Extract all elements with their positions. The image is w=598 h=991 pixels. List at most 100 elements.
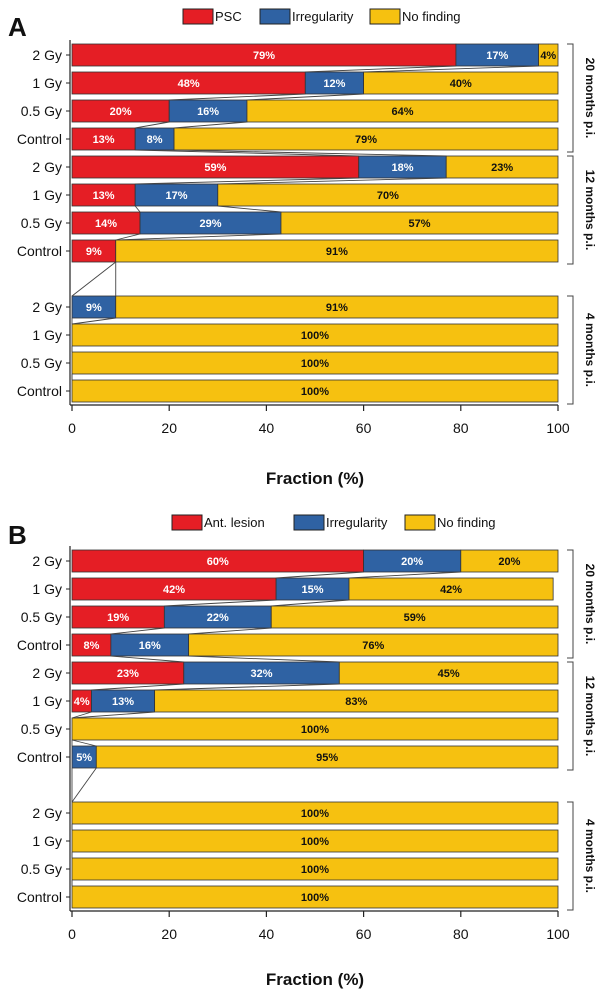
bar-segment (71, 323, 559, 347)
connector-line (271, 599, 350, 607)
bar-group: 2 Gy 79% 17% 4% 1 Gy 48% 12% 40% 0.5 Gy 20% 16% 64%… (17, 43, 559, 151)
data-label: 18% (391, 162, 413, 174)
panel-letter: A (8, 12, 27, 42)
bar-segment (95, 745, 559, 769)
data-label: 16% (139, 640, 161, 652)
connector-line (217, 205, 282, 213)
group-bracket (567, 661, 574, 771)
x-tick-label: 20 (161, 926, 177, 942)
connector-line (135, 121, 170, 129)
data-label: 9% (86, 246, 102, 258)
data-label: 23% (491, 162, 513, 174)
data-label: 8% (83, 640, 99, 652)
connector-line (305, 65, 456, 73)
data-label: 64% (391, 106, 413, 118)
data-label: 14% (95, 218, 117, 230)
data-label: 100% (301, 892, 329, 904)
data-label: 20% (498, 556, 520, 568)
legend-swatch (182, 8, 214, 25)
data-label: 100% (301, 386, 329, 398)
legend-swatch (259, 8, 291, 25)
connector-line (71, 767, 97, 803)
data-label: 95% (316, 752, 338, 764)
data-label: 70% (377, 190, 399, 202)
legend-entry: No finding (404, 514, 496, 531)
connector-line (154, 683, 340, 691)
group-bracket (567, 801, 574, 911)
category-label: Control (17, 383, 62, 399)
category-label: 2 Gy (32, 159, 62, 175)
category-label: 1 Gy (32, 581, 62, 597)
data-label: 100% (301, 724, 329, 736)
data-label: 91% (326, 246, 348, 258)
data-label: 15% (302, 584, 324, 596)
data-label: 9% (86, 302, 102, 314)
data-label: 20% (110, 106, 132, 118)
data-label: 60% (207, 556, 229, 568)
connector-line (363, 65, 539, 73)
group-bracket (567, 549, 574, 659)
group-label: 20 months p.i. (583, 58, 597, 139)
category-label: 1 Gy (32, 187, 62, 203)
x-tick-label: 0 (68, 926, 76, 942)
panel-letter: B (8, 520, 27, 550)
category-label: 1 Gy (32, 693, 62, 709)
category-label: Control (17, 637, 62, 653)
x-tick-label: 20 (161, 420, 177, 436)
category-label: 0.5 Gy (21, 861, 62, 877)
connector-line (71, 711, 155, 719)
data-label: 17% (486, 50, 508, 62)
group-label: 4 months p.i. (583, 313, 597, 387)
bar-segment (71, 801, 559, 825)
connector-line (115, 233, 141, 241)
connector-line (246, 93, 364, 101)
bar-segment (115, 295, 559, 319)
category-label: Control (17, 889, 62, 905)
data-label: 29% (199, 218, 221, 230)
bar-segment (246, 99, 559, 123)
bar-segment (270, 605, 559, 629)
data-label: 59% (404, 612, 426, 624)
category-label: 2 Gy (32, 553, 62, 569)
bar-segment (154, 689, 559, 713)
connector-line (115, 233, 281, 241)
data-label: 79% (253, 50, 275, 62)
data-label: 76% (362, 640, 384, 652)
connector-line (169, 93, 306, 101)
data-label: 8% (147, 134, 163, 146)
category-label: 1 Gy (32, 75, 62, 91)
x-axis-title: Fraction (%) (266, 970, 364, 989)
connector-line (188, 655, 340, 663)
data-label: 83% (345, 696, 367, 708)
bar-segment (217, 183, 559, 207)
category-label: Control (17, 243, 62, 259)
data-label: 20% (401, 556, 423, 568)
x-tick-label: 80 (453, 926, 469, 942)
bar-segment (71, 885, 559, 909)
legend-entry: Ant. lesion (171, 514, 265, 531)
data-label: 22% (207, 612, 229, 624)
connector-line (134, 205, 141, 213)
bar-segment (348, 577, 554, 601)
connector-line (135, 149, 359, 157)
data-label: 32% (251, 668, 273, 680)
category-label: 0.5 Gy (21, 215, 62, 231)
legend-swatch (293, 514, 325, 531)
data-label: 100% (301, 330, 329, 342)
connector-line (71, 711, 92, 719)
x-axis-title: Fraction (%) (266, 469, 364, 488)
legend-swatch (171, 514, 203, 531)
data-label: 4% (540, 50, 556, 62)
x-tick-label: 100 (546, 420, 570, 436)
x-tick-label: 60 (356, 420, 372, 436)
data-label: 59% (204, 162, 226, 174)
x-tick-label: 40 (259, 420, 275, 436)
category-label: 0.5 Gy (21, 103, 62, 119)
connector-line (174, 121, 247, 129)
x-tick-label: 100 (546, 926, 570, 942)
category-label: 1 Gy (32, 833, 62, 849)
data-label: 100% (301, 836, 329, 848)
data-label: 16% (197, 106, 219, 118)
data-label: 40% (450, 78, 472, 90)
